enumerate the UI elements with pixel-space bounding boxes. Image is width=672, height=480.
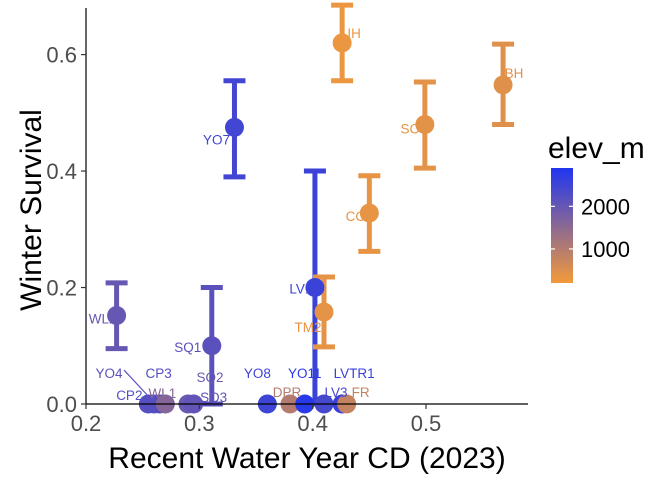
- x-tick-label: 0.3: [184, 411, 215, 436]
- error-bars: [105, 2, 515, 407]
- data-point: [415, 114, 435, 134]
- x-axis-title: Recent Water Year CD (2023): [108, 442, 505, 475]
- y-axis-title: Winter Survival: [15, 109, 48, 311]
- point-label: CC: [346, 209, 366, 224]
- data-point: [224, 117, 244, 137]
- data-points: [107, 33, 513, 414]
- point-label: TM2: [295, 320, 322, 335]
- legend-title: elev_m: [548, 132, 645, 165]
- data-point: [359, 203, 379, 223]
- legend-label: 2000: [581, 194, 630, 219]
- point-label: DPR: [273, 385, 302, 400]
- point-labels: IH BH SC YO7 CC LV1 TM2 WL2 SQ1 YO4 CP3 CP2 WL1 SQ2 SQ…: [89, 26, 524, 405]
- y-tick-label: 0.2: [46, 276, 77, 301]
- label-leader-lines: [123, 369, 151, 399]
- point-label: YO8: [244, 366, 271, 381]
- y-tick-label: 0.6: [46, 43, 77, 68]
- y-tick-label: 0.4: [46, 159, 77, 184]
- point-label: LV3: [324, 385, 347, 400]
- point-label: LV1: [289, 282, 312, 297]
- x-axis-ticks: 0.2 0.3 0.4 0.5: [71, 404, 442, 436]
- point-label: SQ2: [196, 370, 223, 385]
- legend-colorbar: [551, 168, 573, 283]
- plot-panel: IH BH SC YO7 CC LV1 TM2 WL2 SQ1 YO4 CP3 CP2 WL1 SQ2 SQ…: [89, 2, 524, 414]
- point-label: YO7: [203, 132, 230, 147]
- point-label: WL2: [89, 311, 117, 326]
- y-tick-label: 0.0: [46, 392, 77, 417]
- point-label: FR: [352, 385, 370, 400]
- x-tick-label: 0.5: [411, 411, 442, 436]
- color-legend: elev_m 2000 1000: [548, 132, 645, 283]
- point-label: LVTR1: [334, 366, 375, 381]
- data-point: [107, 305, 127, 325]
- legend-ticks: 2000 1000: [551, 194, 630, 262]
- x-tick-label: 0.4: [297, 411, 328, 436]
- point-label: SQ1: [174, 340, 201, 355]
- data-point: [332, 33, 352, 53]
- y-axis-ticks: 0.0 0.2 0.4 0.6: [46, 43, 86, 417]
- point-label: CP2: [116, 388, 142, 403]
- point-label: YO4: [95, 366, 123, 381]
- point-label: BH: [505, 66, 524, 81]
- legend-label: 1000: [581, 237, 630, 262]
- data-point: [202, 336, 222, 356]
- x-tick-label: 0.2: [71, 411, 102, 436]
- point-label: SQ3: [200, 390, 227, 405]
- point-label: CP3: [146, 366, 172, 381]
- point-label: IH: [347, 26, 361, 41]
- data-point: [493, 75, 513, 95]
- point-label: YO11: [288, 366, 322, 381]
- leader-line: [123, 369, 151, 399]
- data-point: [305, 278, 325, 298]
- data-point: [314, 302, 334, 322]
- point-label: WL1: [148, 386, 176, 401]
- point-label: SC: [400, 121, 419, 136]
